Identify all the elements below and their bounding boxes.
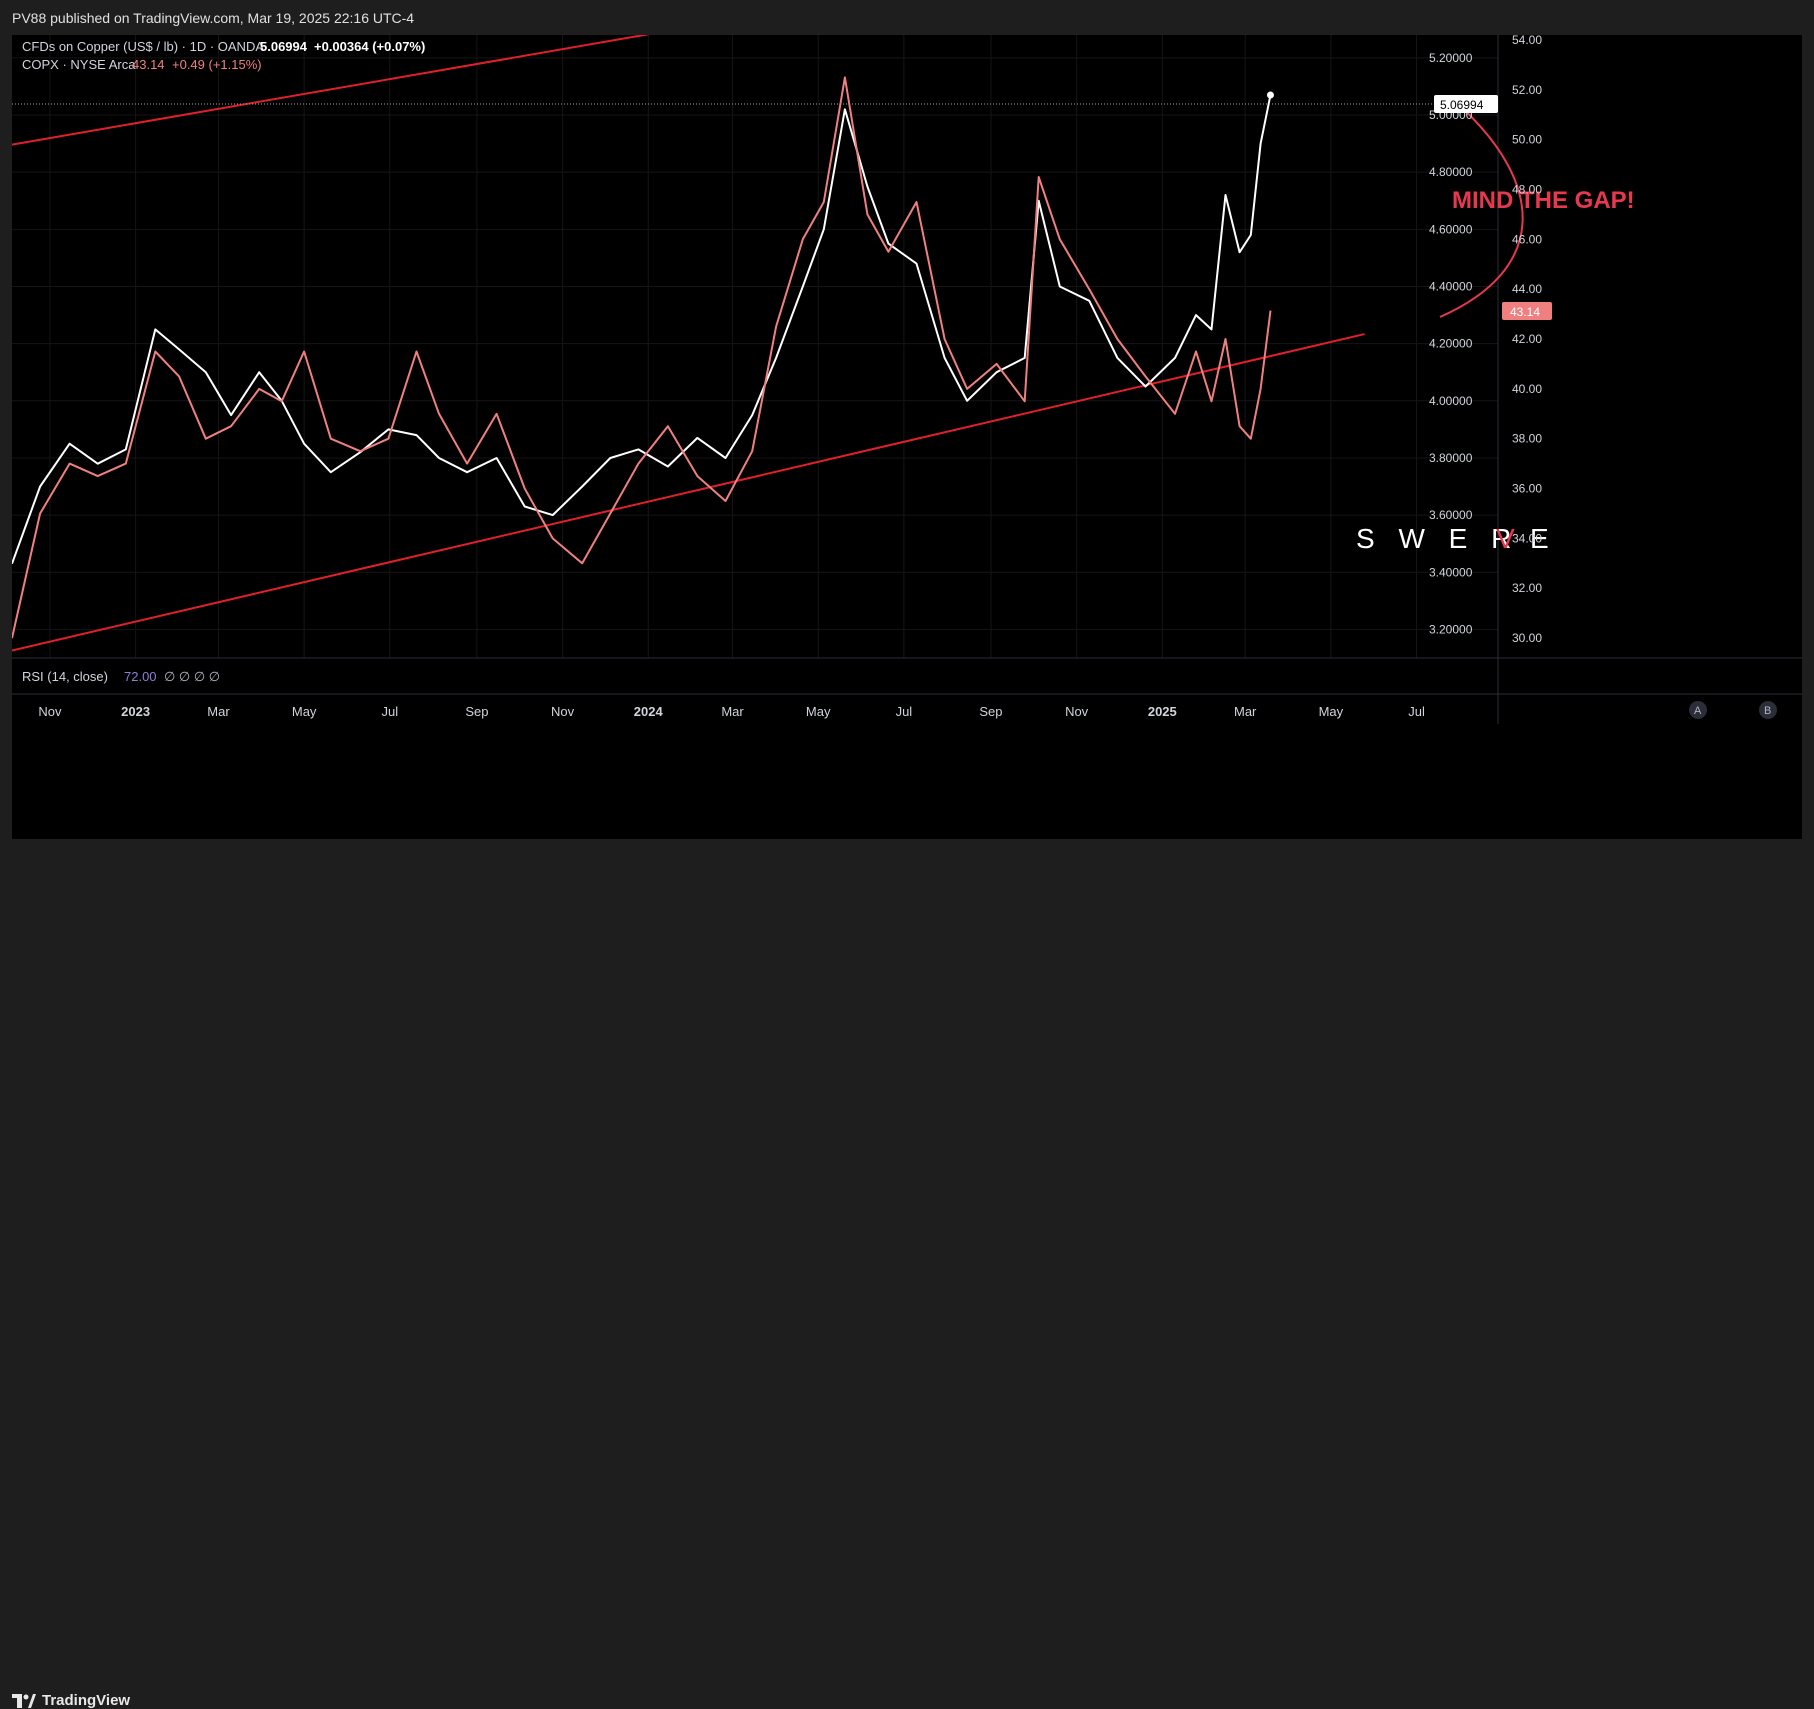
time-axis-tick-label: May	[292, 704, 317, 719]
left-axis-tick-label: 5.20000	[1429, 51, 1473, 65]
time-axis-tick-label: Mar	[207, 704, 230, 719]
scale-button-b[interactable]: B	[1759, 701, 1777, 719]
time-axis-tick-label: 2024	[634, 704, 664, 719]
right-axis-tick-label: 42.00	[1512, 332, 1542, 346]
time-axis-tick-label: Jul	[896, 704, 913, 719]
time-axis-tick-label: Mar	[1234, 704, 1257, 719]
left-axis-tick-label: 3.60000	[1429, 508, 1473, 522]
copper-price-badge: 5.06994	[1434, 95, 1498, 113]
right-axis-tick-label: 30.00	[1512, 631, 1542, 645]
copper-badge-text: 5.06994	[1440, 98, 1484, 112]
gap-arc	[1439, 103, 1524, 318]
right-axis-tick-label: 46.00	[1512, 232, 1542, 246]
footer: TradingView	[0, 840, 1814, 1709]
annotation-mind-the-gap: MIND THE GAP!	[1452, 187, 1635, 214]
series-lines	[11, 76, 1274, 639]
time-axis-tick-label: Sep	[979, 704, 1002, 719]
right-axis-tick-label: 36.00	[1512, 482, 1542, 496]
right-axis-tick-label: 40.00	[1512, 382, 1542, 396]
legend-main-value: 5.06994	[260, 39, 308, 54]
scale-button-b-bg[interactable]	[1759, 701, 1777, 719]
right-axis-tick-label: 54.00	[1512, 35, 1542, 47]
copx-series-line[interactable]	[11, 76, 1272, 639]
copper-last-point	[1266, 91, 1274, 99]
scale-button-a-label[interactable]: A	[1694, 705, 1702, 717]
tradingview-logo[interactable]: TradingView	[12, 1692, 130, 1709]
rsi-value: 72.00	[124, 669, 157, 684]
right-axis-tick-label: 48.00	[1512, 183, 1542, 197]
time-axis[interactable]: Nov 2023 Mar May Jul Sep Nov 2024 Mar May Jul Sep No…	[38, 704, 1425, 719]
time-axis-tick-label: 2023	[121, 704, 150, 719]
right-axis-tick-label: 38.00	[1512, 432, 1542, 446]
tradingview-logo-text: TradingView	[42, 1692, 131, 1709]
legend-compare-value: 43.14	[132, 57, 165, 72]
scale-button-a[interactable]: A	[1689, 701, 1707, 719]
right-price-axis[interactable]: 54.00 52.00 50.00 48.00 46.00 44.00 42.00 40.00…	[1512, 33, 1542, 645]
publish-header: PV88 published on TradingView.com, Mar 1…	[0, 0, 1814, 36]
time-axis-tick-label: Jul	[382, 704, 399, 719]
left-axis-tick-label: 4.00000	[1429, 394, 1473, 408]
time-axis-tick-label: May	[806, 704, 831, 719]
trendline[interactable]	[11, 333, 1365, 652]
left-axis-tick-label: 3.80000	[1429, 451, 1473, 465]
time-axis-tick-label: Sep	[465, 704, 488, 719]
watermark-text-accent: V	[1496, 523, 1515, 554]
watermark-text-before: S W E R	[1356, 523, 1519, 554]
swerve-watermark: S W E R V E	[1356, 523, 1549, 554]
legend-main-symbol[interactable]: CFDs on Copper (US$ / lb) · 1D · OANDA	[22, 39, 264, 54]
scale-button-a-bg[interactable]	[1689, 701, 1707, 719]
rsi-extra: ∅ ∅ ∅ ∅	[164, 669, 220, 684]
trendlines	[11, 1, 1365, 652]
rsi-label[interactable]: RSI (14, close)	[22, 669, 108, 684]
left-axis-tick-label: 4.20000	[1429, 337, 1473, 351]
right-axis-tick-label: 52.00	[1512, 83, 1542, 97]
copper-series-line[interactable]	[11, 94, 1272, 565]
time-axis-tick-label: Nov	[551, 704, 575, 719]
right-axis-tick-label: 50.00	[1512, 133, 1542, 147]
copx-price-badge: 43.14	[1502, 302, 1552, 320]
time-axis-tick-label: Mar	[721, 704, 744, 719]
scale-button-b-label[interactable]: B	[1764, 705, 1771, 717]
time-axis-tick-label: Jul	[1408, 704, 1425, 719]
left-axis-tick-label: 4.60000	[1429, 222, 1473, 236]
publish-info: PV88 published on TradingView.com, Mar 1…	[12, 10, 415, 26]
left-axis-tick-label: 3.40000	[1429, 565, 1473, 579]
copx-badge-bg	[1502, 302, 1552, 320]
legend-main-change: +0.00364 (+0.07%)	[314, 39, 425, 54]
time-axis-tick-label: Nov	[1065, 704, 1089, 719]
right-axis-tick-label: 34.00	[1512, 531, 1542, 545]
rsi-legend[interactable]: RSI (14, close) 72.00 ∅ ∅ ∅ ∅	[22, 669, 220, 684]
grid-lines	[12, 35, 1498, 658]
left-price-axis[interactable]: 5.200005.000004.800004.600004.400004.200…	[1429, 51, 1473, 637]
right-axis-tick-label: 44.00	[1512, 282, 1542, 296]
tradingview-logo-icon	[12, 1693, 36, 1708]
legend-compare-symbol[interactable]: COPX · NYSE Arca	[22, 57, 136, 72]
legend[interactable]: CFDs on Copper (US$ / lb) · 1D · OANDA 5…	[22, 39, 425, 72]
watermark-text-after: E	[1530, 523, 1549, 554]
time-axis-tick-label: 2025	[1148, 704, 1177, 719]
left-axis-tick-label: 4.80000	[1429, 165, 1473, 179]
left-axis-tick-label: 3.20000	[1429, 622, 1473, 636]
copx-badge-text: 43.14	[1510, 305, 1540, 319]
right-axis-tick-label: 32.00	[1512, 581, 1542, 595]
chart-svg[interactable]: MIND THE GAP! S W E R V E CFDs on Copper…	[11, 1, 1802, 839]
time-axis-tick-label: May	[1319, 704, 1344, 719]
chart-frame[interactable]: MIND THE GAP! S W E R V E CFDs on Copper…	[11, 1, 1802, 839]
time-axis-tick-label: Nov	[38, 704, 62, 719]
left-axis-tick-label: 4.40000	[1429, 279, 1473, 293]
copper-badge-bg	[1434, 95, 1498, 113]
legend-compare-change: +0.49 (+1.15%)	[172, 57, 262, 72]
